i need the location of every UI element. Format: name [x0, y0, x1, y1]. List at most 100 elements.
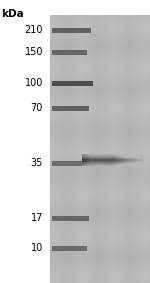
Bar	[104, 156, 105, 157]
Bar	[122, 159, 123, 160]
Bar	[80, 245, 81, 250]
Bar	[112, 157, 113, 158]
Bar	[83, 162, 84, 163]
Bar	[86, 155, 87, 156]
Bar	[111, 154, 112, 155]
Bar	[83, 245, 85, 250]
Bar	[116, 164, 117, 165]
Bar	[86, 158, 87, 159]
Bar	[100, 160, 101, 161]
Bar	[100, 163, 101, 164]
Bar	[112, 154, 113, 155]
Bar	[60, 160, 62, 166]
Bar	[116, 161, 117, 162]
Bar	[78, 160, 80, 166]
Bar	[123, 159, 124, 160]
Bar	[78, 27, 80, 33]
Bar	[87, 162, 88, 163]
Bar	[84, 158, 85, 159]
Bar	[104, 163, 105, 164]
Bar	[58, 160, 59, 166]
Bar	[132, 155, 133, 156]
Bar	[118, 162, 119, 163]
Bar	[141, 160, 142, 161]
Bar	[138, 159, 139, 160]
Bar	[59, 50, 61, 55]
Bar	[125, 157, 126, 158]
Bar	[83, 160, 84, 161]
Bar	[142, 158, 143, 159]
Bar	[106, 162, 107, 163]
Bar	[82, 159, 83, 160]
Bar	[112, 163, 113, 164]
Bar	[113, 165, 114, 166]
Bar	[103, 155, 104, 156]
Bar	[88, 27, 90, 33]
Bar	[56, 106, 57, 110]
Bar	[113, 155, 114, 156]
Bar	[116, 159, 117, 160]
Bar	[99, 165, 100, 166]
Bar	[126, 157, 127, 158]
Bar	[109, 160, 110, 161]
Bar	[139, 159, 140, 160]
Bar	[134, 165, 135, 166]
Bar	[142, 165, 143, 166]
Bar	[103, 160, 104, 161]
Bar	[125, 163, 127, 164]
Bar	[92, 80, 93, 85]
Bar	[57, 50, 58, 55]
Bar	[110, 157, 111, 158]
Bar	[102, 161, 103, 162]
Bar	[138, 164, 139, 165]
Bar	[113, 163, 114, 164]
Bar	[96, 162, 97, 163]
Bar	[114, 161, 115, 162]
Bar	[138, 161, 140, 162]
Bar	[122, 164, 123, 165]
Bar	[82, 27, 83, 33]
Bar	[130, 163, 131, 164]
Bar	[130, 162, 131, 163]
Bar	[111, 162, 112, 163]
Bar	[122, 158, 123, 159]
Bar	[125, 165, 127, 166]
Bar	[104, 155, 105, 156]
Bar	[95, 164, 96, 165]
Bar	[60, 27, 61, 33]
Bar	[85, 80, 87, 85]
Bar	[110, 157, 111, 158]
Bar	[72, 215, 73, 220]
Bar	[112, 157, 114, 158]
Bar	[83, 50, 85, 55]
Bar	[140, 159, 141, 160]
Bar	[133, 158, 134, 159]
Bar	[120, 160, 121, 161]
Bar	[141, 160, 142, 161]
Bar	[138, 156, 139, 157]
Bar	[134, 158, 135, 159]
Bar	[115, 158, 116, 159]
Bar	[66, 27, 68, 33]
Bar	[96, 165, 98, 166]
Bar	[84, 162, 85, 163]
Bar	[87, 159, 88, 160]
Bar	[75, 215, 77, 220]
Bar	[98, 157, 99, 158]
Bar	[85, 159, 86, 160]
Bar	[139, 165, 140, 166]
Bar	[111, 163, 112, 164]
Bar	[112, 164, 113, 165]
Bar	[120, 161, 121, 162]
Bar	[108, 165, 109, 166]
Bar	[71, 80, 73, 85]
Bar	[91, 156, 92, 157]
Bar	[94, 165, 95, 166]
Bar	[135, 161, 137, 162]
Bar	[134, 161, 135, 162]
Bar	[53, 160, 55, 166]
Bar	[135, 160, 136, 161]
Bar	[115, 157, 116, 158]
Bar	[117, 162, 118, 163]
Bar	[122, 157, 123, 158]
